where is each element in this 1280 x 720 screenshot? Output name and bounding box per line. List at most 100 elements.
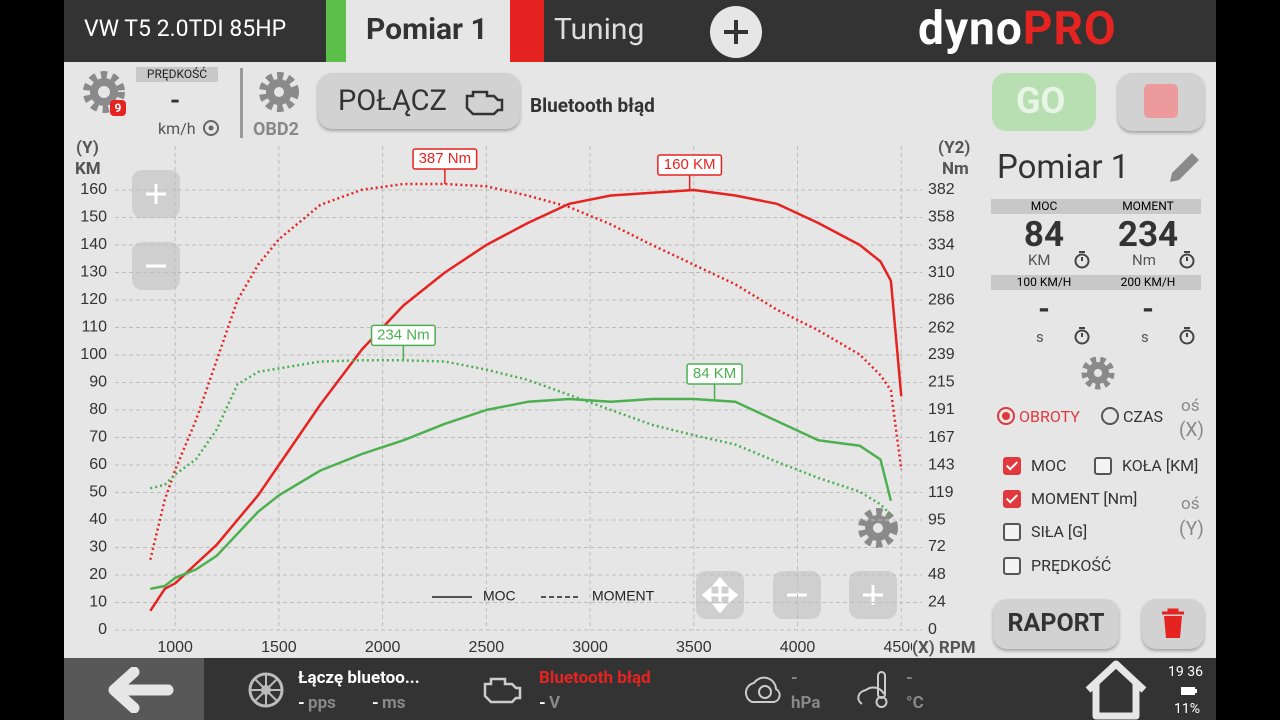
report-label[interactable]: RAPORT [1007, 609, 1105, 638]
temperature-icon [857, 671, 888, 708]
y-axis-title: KM [75, 159, 101, 179]
engine-icon [465, 90, 504, 116]
checkbox-label[interactable]: KOŁA [KM] [1122, 456, 1199, 475]
y-tick-label: 60 [89, 456, 107, 473]
axis-settings-gear[interactable] [1080, 355, 1116, 391]
x-tick-label: 4500 [883, 639, 919, 656]
tab-color-red [510, 0, 544, 62]
x-tick-label: 2500 [469, 639, 505, 656]
stat-label: 100 KM/H [1016, 275, 1072, 289]
pressure-icon [744, 676, 781, 703]
y2-tick-label: 310 [928, 264, 955, 281]
battery-level: 11% [1174, 701, 1200, 717]
checkbox[interactable] [1003, 457, 1021, 475]
y2-tick-label: 334 [928, 236, 955, 253]
logo: dynoPRO [918, 2, 1117, 56]
radio-label[interactable]: OBROTY [1019, 407, 1080, 426]
top-bar [64, 0, 1216, 62]
tab-label[interactable]: Pomiar 1 [366, 12, 488, 47]
pressure-unit: hPa [791, 693, 821, 713]
battery-icon [1181, 687, 1197, 695]
go-label[interactable]: GO [1016, 80, 1066, 122]
x-axis-label: oś [1181, 396, 1200, 416]
speed-label: PRĘDKOŚĆ [136, 67, 218, 82]
engine-status: Bluetooth błąd [539, 668, 651, 688]
y2-axis-title-top: (Y2) [938, 138, 971, 158]
checkbox-label[interactable]: MOMENT [Nm] [1031, 489, 1138, 508]
radio[interactable] [1101, 407, 1119, 425]
plus-icon [863, 585, 883, 605]
report-button[interactable] [993, 599, 1119, 649]
y-tick-label: 100 [80, 346, 107, 363]
stats-header [991, 275, 1201, 290]
y-axis-label: (Y) [1179, 517, 1204, 540]
y2-axis-title: Nm [942, 159, 969, 179]
speed-unit: km/h [158, 119, 196, 138]
y2-tick-label: 382 [928, 181, 955, 198]
pps-unit: pps [308, 693, 336, 713]
y2-tick-label: 239 [928, 346, 955, 363]
back-arrow [108, 667, 174, 713]
pressure-value: - [791, 668, 798, 688]
checkbox[interactable] [1003, 490, 1021, 508]
go-button[interactable] [992, 73, 1096, 131]
annotation-label: 160 KM [664, 156, 716, 173]
checkbox[interactable] [1003, 523, 1021, 541]
y-tick-label: 150 [80, 209, 107, 226]
x-axis-title: (X) RPM [912, 638, 976, 658]
plus-icon [146, 184, 166, 204]
y2-tick-label: 0 [928, 621, 937, 638]
annotation-box [370, 324, 436, 347]
y-tick-label: 70 [89, 429, 107, 446]
y-tick-label: 120 [80, 291, 107, 308]
series-line [150, 397, 893, 591]
trash-icon [1162, 608, 1184, 638]
y-tick-label: 140 [80, 236, 107, 253]
tab-active[interactable] [346, 0, 510, 62]
checkbox-label[interactable]: SIŁA [G] [1031, 522, 1088, 541]
tab-label[interactable]: Tuning [554, 12, 645, 47]
chart-settings-gear[interactable] [858, 508, 898, 548]
y2-tick-label: 24 [928, 594, 946, 611]
checkbox-label[interactable]: PRĘDKOŚĆ [1031, 556, 1112, 575]
radio[interactable] [997, 407, 1015, 425]
stat-unit: s [1141, 328, 1149, 346]
measurement-title: Pomiar 1 [997, 148, 1130, 187]
annotation-label: 387 Nm [419, 150, 472, 167]
checkbox[interactable] [1003, 557, 1021, 575]
speed-value: - [170, 86, 181, 116]
timer-icon [1179, 251, 1195, 269]
y-tick-label: 160 [80, 181, 107, 198]
y-tick-label: 130 [80, 264, 107, 281]
vehicle-name: VW T5 2.0TDI 85HP [84, 15, 287, 42]
home-button[interactable] [1084, 660, 1148, 720]
x-axis-label: (X) [1179, 418, 1205, 441]
engine-icon [483, 677, 522, 704]
add-tab-button[interactable] [709, 5, 763, 59]
ms-unit: ms [382, 693, 406, 713]
connect-button[interactable] [318, 73, 520, 129]
edit-icon[interactable] [1166, 150, 1202, 186]
y2-tick-label: 95 [928, 512, 946, 529]
speed-settings-gear[interactable] [80, 70, 130, 120]
radio-label[interactable]: CZAS [1123, 407, 1164, 426]
checkbox[interactable] [1094, 457, 1112, 475]
stat-label: MOMENT [1122, 199, 1174, 213]
series-line [149, 182, 903, 560]
ms-value: - [372, 693, 379, 713]
stat-value: - [1142, 292, 1154, 327]
y-tick-label: 0 [98, 621, 107, 638]
connect-label[interactable]: POŁĄCZ [338, 84, 447, 118]
stop-icon [1144, 84, 1178, 118]
annotation-label: 84 KM [693, 365, 736, 382]
stat-unit: KM [1028, 251, 1051, 269]
y2-tick-label: 119 [928, 484, 954, 501]
obd-settings-gear[interactable] [256, 70, 302, 116]
y2-tick-label: 358 [928, 209, 955, 226]
status-text: Bluetooth błąd [530, 94, 655, 117]
clock: 19 36 [1168, 664, 1203, 680]
pps-value: - [298, 693, 305, 713]
checkbox-label[interactable]: MOC [1031, 456, 1067, 475]
y2-tick-label: 48 [928, 566, 946, 583]
